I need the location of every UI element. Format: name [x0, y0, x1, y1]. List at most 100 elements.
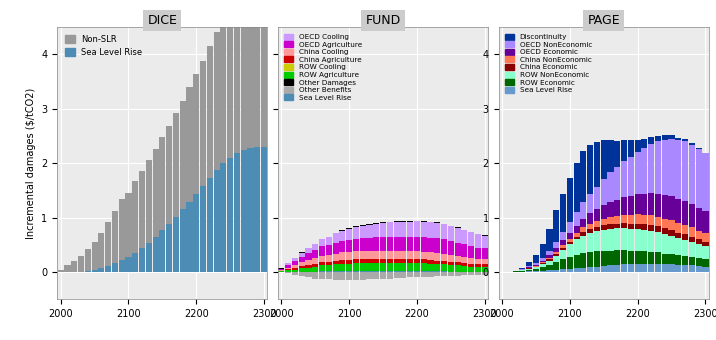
Bar [400, 222, 407, 237]
Bar [400, 221, 407, 222]
Bar [332, 263, 339, 265]
Bar [634, 140, 641, 152]
Bar [339, 252, 345, 260]
Bar [581, 202, 586, 219]
Bar [614, 167, 620, 200]
Bar [394, 221, 400, 222]
Bar [407, 251, 413, 259]
Bar [540, 263, 546, 265]
Bar [285, 268, 291, 269]
Bar [400, 272, 407, 278]
Bar [468, 264, 474, 267]
Bar [400, 259, 407, 263]
Bar [648, 231, 654, 252]
Bar [601, 225, 606, 230]
Bar [642, 224, 647, 230]
Bar [662, 195, 668, 219]
Bar [254, 147, 261, 272]
Bar [306, 267, 311, 268]
Bar [292, 258, 298, 261]
Bar [427, 271, 434, 272]
Bar [173, 113, 179, 272]
Bar [682, 240, 688, 256]
Bar [634, 264, 641, 272]
Legend: OECD Cooling, OECD Agriculture, China Cooling, China Agriculture, ROW Cooling, R: OECD Cooling, OECD Agriculture, China Co… [281, 31, 365, 104]
Bar [587, 194, 594, 213]
Bar [607, 224, 614, 229]
Bar [594, 187, 600, 209]
Bar [669, 265, 674, 272]
Bar [339, 272, 345, 279]
Bar [468, 232, 474, 246]
Bar [553, 270, 559, 272]
Bar [581, 236, 586, 253]
Bar [299, 268, 305, 272]
Bar [574, 212, 580, 226]
Bar [628, 265, 634, 272]
Bar [353, 251, 359, 259]
Bar [414, 271, 420, 272]
Bar [427, 272, 434, 277]
Bar [285, 265, 291, 268]
Bar [306, 260, 311, 265]
Bar [560, 194, 566, 232]
Bar [319, 272, 325, 279]
Bar [359, 272, 366, 279]
Bar [533, 263, 539, 265]
Bar [213, 170, 220, 272]
Bar [346, 229, 352, 240]
Bar [540, 258, 546, 260]
Bar [400, 262, 407, 271]
Bar [400, 271, 407, 272]
Legend: Non-SLR, Sea Level Rise: Non-SLR, Sea Level Rise [62, 31, 146, 60]
Bar [475, 266, 481, 272]
Bar [455, 228, 460, 243]
Bar [292, 269, 298, 270]
Bar [427, 238, 434, 252]
Bar [468, 266, 474, 267]
Bar [526, 269, 532, 270]
Bar [689, 257, 695, 266]
Bar [292, 269, 298, 272]
Bar [339, 260, 345, 264]
Bar [682, 265, 688, 272]
Bar [540, 260, 546, 262]
Bar [339, 230, 345, 231]
Bar [546, 270, 553, 272]
Bar [567, 233, 573, 239]
Bar [587, 252, 594, 267]
Bar [662, 135, 668, 140]
Bar [682, 225, 688, 235]
Bar [299, 266, 305, 268]
Bar [655, 136, 661, 141]
Bar [461, 230, 468, 244]
Bar [526, 270, 532, 271]
Bar [655, 252, 661, 264]
Bar [306, 267, 311, 272]
Bar [373, 262, 379, 271]
Bar [601, 205, 606, 219]
Bar [387, 251, 393, 259]
Bar [105, 222, 111, 272]
Bar [553, 248, 559, 252]
Bar [234, 153, 240, 272]
Bar [407, 272, 413, 277]
Bar [441, 263, 447, 271]
Bar [421, 262, 427, 263]
Bar [702, 259, 709, 267]
Bar [353, 226, 359, 227]
Bar [560, 245, 566, 248]
Bar [513, 271, 518, 272]
Bar [387, 262, 393, 263]
Bar [227, 5, 233, 272]
Bar [279, 271, 284, 272]
Bar [662, 228, 668, 235]
Bar [221, 17, 226, 272]
Bar [285, 270, 291, 272]
Bar [441, 224, 447, 239]
Bar [553, 210, 559, 241]
Bar [414, 272, 420, 277]
Bar [601, 179, 606, 205]
Bar [414, 251, 420, 259]
Bar [655, 217, 661, 226]
